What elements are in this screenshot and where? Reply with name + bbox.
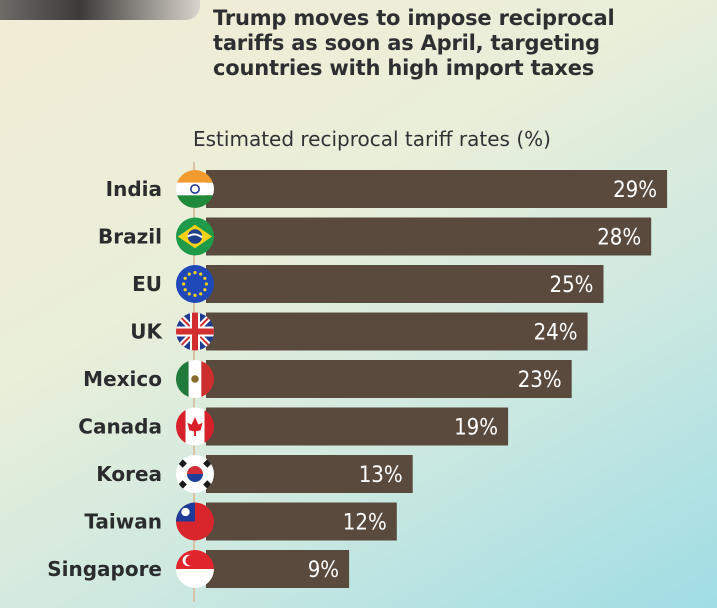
headline: Trump moves to impose reciprocal tariffs… xyxy=(213,6,615,80)
taiwan-flag-icon xyxy=(176,502,214,541)
value-label-taiwan: 12% xyxy=(343,511,387,536)
bar-taiwan xyxy=(206,502,397,541)
bar-eu xyxy=(206,265,604,303)
header-photo xyxy=(0,0,200,20)
category-label-uk: UK xyxy=(130,320,163,344)
india-flag-icon xyxy=(176,170,214,208)
bar-mexico xyxy=(206,360,572,398)
singapore-flag-icon xyxy=(176,550,214,588)
value-label-uk: 24% xyxy=(534,321,578,346)
eu-flag-icon xyxy=(176,265,214,303)
category-label-taiwan: Taiwan xyxy=(84,510,162,534)
bar-korea xyxy=(206,455,413,493)
value-label-mexico: 23% xyxy=(518,368,562,393)
value-label-canada: 19% xyxy=(454,416,498,441)
bar-brazil xyxy=(206,217,652,256)
category-label-mexico: Mexico xyxy=(83,367,162,391)
category-label-singapore: Singapore xyxy=(47,557,162,581)
value-label-india: 29% xyxy=(613,178,657,203)
value-label-brazil: 28% xyxy=(597,226,641,251)
canada-flag-icon xyxy=(176,407,214,446)
uk-flag-icon xyxy=(176,312,214,351)
bar-uk xyxy=(206,312,588,351)
value-label-singapore: 9% xyxy=(308,558,339,583)
korea-flag-icon xyxy=(176,455,214,493)
category-label-canada: Canada xyxy=(78,415,162,439)
value-label-korea: 13% xyxy=(359,463,403,488)
mexico-flag-icon xyxy=(176,360,214,398)
chart-title: Estimated reciprocal tariff rates (%) xyxy=(193,127,551,151)
bar-canada xyxy=(206,407,509,446)
bar-singapore xyxy=(206,550,350,588)
bar-india xyxy=(206,170,668,208)
category-label-korea: Korea xyxy=(96,462,162,486)
category-label-brazil: Brazil xyxy=(98,225,162,249)
brazil-flag-icon xyxy=(176,217,214,256)
category-label-eu: EU xyxy=(132,272,162,296)
category-label-india: India xyxy=(106,177,162,201)
value-label-eu: 25% xyxy=(550,273,594,298)
